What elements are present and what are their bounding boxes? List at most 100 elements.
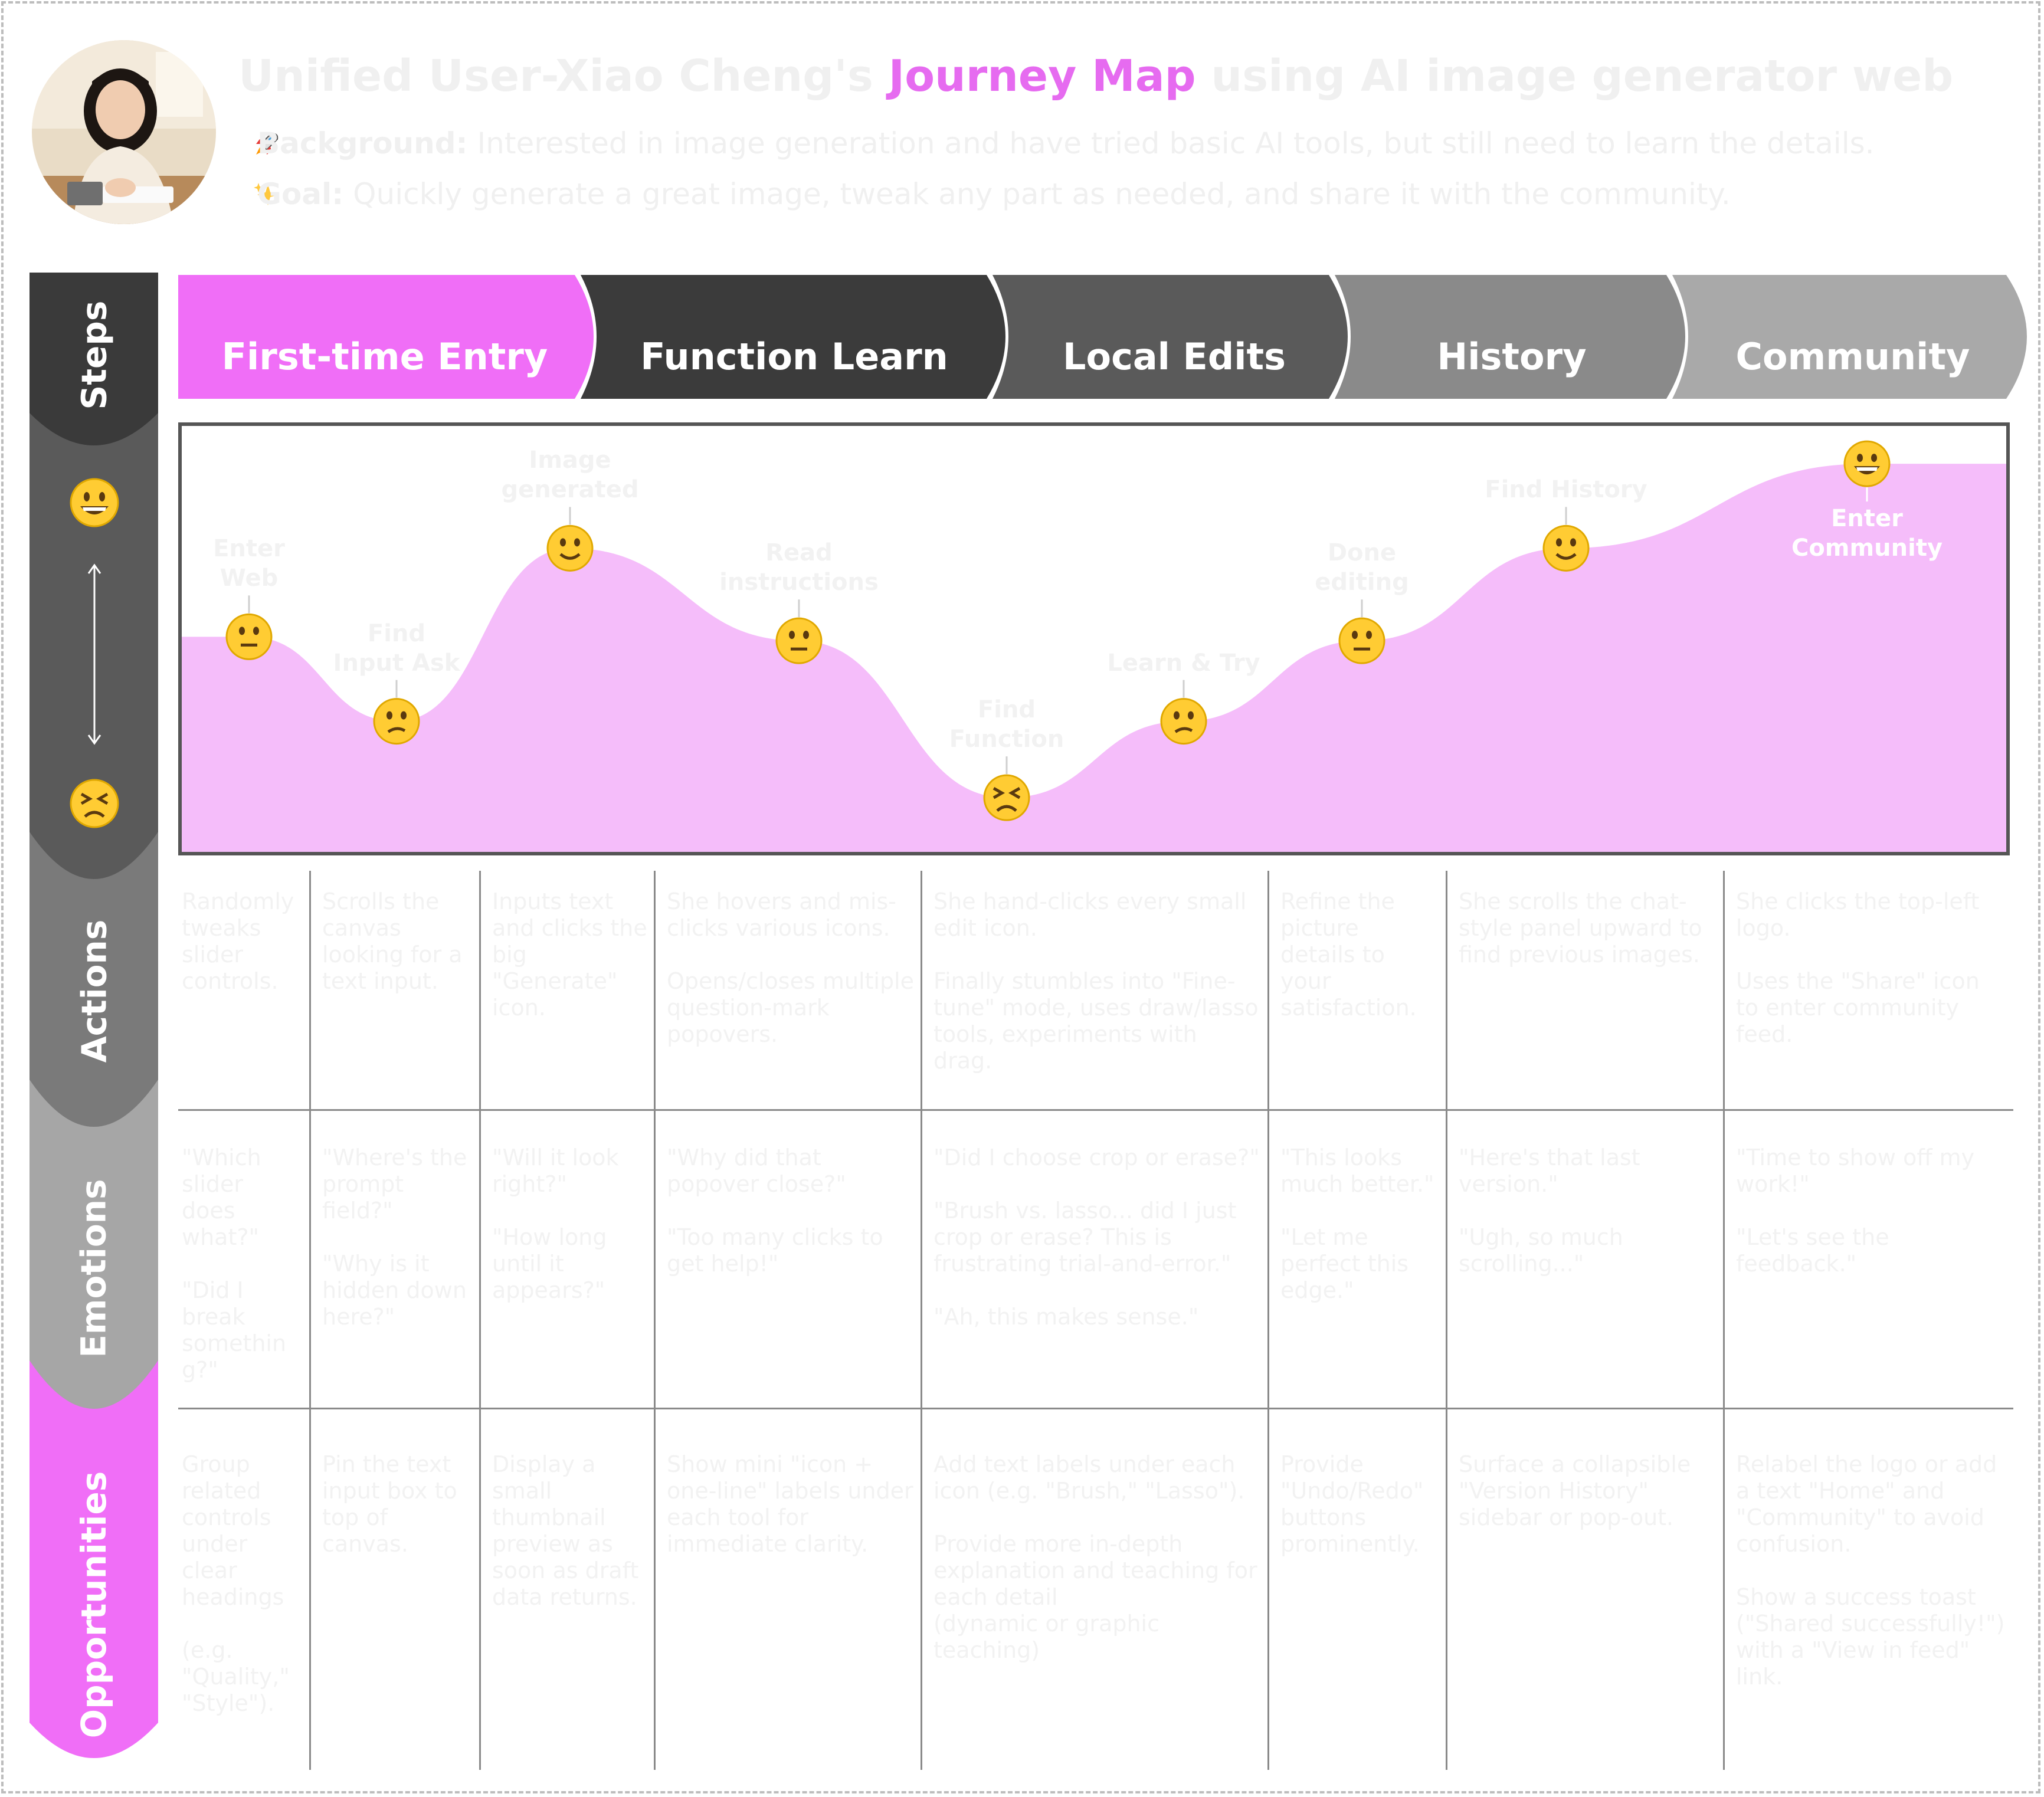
- emotion-scale: [70, 478, 119, 828]
- step-local-edits: Local Edits: [1062, 335, 1286, 378]
- cell-paragraph: "Will it look right?": [492, 1145, 626, 1197]
- cell-paragraph: Pin the text input box to top of canvas.: [322, 1451, 464, 1557]
- band-actions: Actions: [30, 867, 158, 1115]
- goal-label: Goal:: [257, 177, 344, 211]
- rocket-icon: [254, 131, 280, 157]
- row-divider-1: [178, 1109, 2013, 1111]
- cell-paragraph: Group related controls under clear headi…: [182, 1451, 284, 1610]
- band-emotions-label: Emotions: [74, 1179, 114, 1358]
- cell-paragraph: She clicks the top-left logo.: [1736, 888, 1987, 941]
- grinning-face-icon: [1843, 440, 1891, 487]
- cell-paragraph: (e.g. "Quality," "Style").: [182, 1637, 297, 1716]
- emotion-point-label: Read instructions: [719, 539, 879, 596]
- frustrated-face-icon: [70, 779, 119, 828]
- title-prefix: Unified User-Xiao Cheng's: [238, 51, 873, 101]
- frustrated-face-icon: [983, 774, 1030, 821]
- emotion-cell: "Did I choose crop or erase?" "Brush vs. …: [933, 1145, 1262, 1398]
- cell-paragraph: "Time to show off my work!": [1736, 1145, 1982, 1197]
- background-text: Interested in image generation and have …: [477, 126, 1875, 160]
- step-function-learn: Function Learn: [640, 335, 948, 378]
- emotion-point-label: Done editing: [1315, 539, 1409, 596]
- emotion-chart: [178, 422, 2010, 855]
- action-cell: Scrolls the canvas looking for a text in…: [322, 888, 473, 1101]
- cell-paragraph: Provide "Undo/Redo" buttons prominently.: [1280, 1451, 1431, 1557]
- persona-background: Background: Interested in image generati…: [257, 126, 1875, 160]
- action-cell: She clicks the top-left logo. Uses the "S…: [1736, 888, 2007, 1101]
- column-divider: [309, 871, 311, 1770]
- cell-paragraph: Randomly tweaks slider controls.: [182, 888, 302, 994]
- opportunitie-cell: Add text labels under each icon (e.g. "B…: [933, 1451, 1262, 1770]
- cell-paragraph: Provide more in-depth explanation and te…: [933, 1531, 1257, 1663]
- confused-face-icon: [373, 698, 420, 745]
- column-divider: [654, 871, 656, 1770]
- cell-paragraph: Show mini "icon + one-line" labels under…: [667, 1451, 913, 1557]
- band-opportunities-label: Opportunities: [74, 1471, 114, 1739]
- cell-paragraph: "Which slider does what?": [182, 1145, 268, 1250]
- step-community: Community: [1735, 335, 1970, 378]
- step-shape-community: [1672, 275, 2027, 399]
- cell-paragraph: "Did I choose crop or erase?": [933, 1145, 1260, 1170]
- action-cell: Randomly tweaks slider controls.: [182, 888, 303, 1101]
- scale-arrow-up: [87, 563, 101, 574]
- title-suffix: using AI image generator web: [1211, 51, 1954, 101]
- persona-goal: Goal: Quickly generate a great image, tw…: [257, 177, 1731, 211]
- background-label: Background:: [257, 126, 468, 160]
- step-first-time-entry: First-time Entry: [221, 335, 548, 378]
- emotion-point-label: Image generated: [501, 447, 639, 504]
- emotion-point-label: Find Input Ask: [333, 619, 460, 677]
- cell-paragraph: "Why did that popover close?": [667, 1145, 846, 1197]
- cell-paragraph: "Let's see the feedback.": [1736, 1224, 1896, 1277]
- steps-bar: [178, 275, 2027, 399]
- cell-paragraph: "Did I break somethin g?": [182, 1277, 294, 1383]
- action-cell: She hovers and mis-clicks various icons.…: [667, 888, 915, 1101]
- cell-paragraph: Scrolls the canvas looking for a text in…: [322, 888, 470, 994]
- action-cell: Refine the picture details to your satis…: [1280, 888, 1440, 1101]
- cell-paragraph: Refine the picture details to your satis…: [1280, 888, 1417, 1021]
- happy-face-icon: [546, 524, 594, 572]
- cell-paragraph: "How long until it appears?": [492, 1224, 614, 1303]
- emotion-cell: "Where's the prompt field?" "Why is it hi…: [322, 1145, 473, 1398]
- cell-paragraph: "Too many clicks to get help!": [667, 1224, 890, 1277]
- emotion-point-label: Find Function: [949, 696, 1064, 753]
- cell-paragraph: Relabel the logo or add a text "Home" an…: [1736, 1451, 2004, 1557]
- cell-paragraph: She hand-clicks every small edit icon.: [933, 888, 1254, 941]
- emotion-cell: "Will it look right?" "How long until it …: [492, 1145, 648, 1398]
- cell-paragraph: "Ugh, so much scrolling...": [1459, 1224, 1630, 1277]
- confused-face-icon: [1160, 698, 1207, 745]
- opportunitie-cell: Provide "Undo/Redo" buttons prominently.: [1280, 1451, 1440, 1770]
- cell-paragraph: She hovers and mis-clicks various icons.: [667, 888, 897, 941]
- column-divider: [1723, 871, 1725, 1770]
- neutral-face-icon: [775, 617, 823, 664]
- cell-paragraph: Add text labels under each icon (e.g. "B…: [933, 1451, 1245, 1504]
- cell-paragraph: Inputs text and clicks the big "Generate…: [492, 888, 647, 1021]
- opportunitie-cell: Relabel the logo or add a text "Home" an…: [1736, 1451, 2007, 1770]
- cell-paragraph: Opens/closes multiple question-mark popo…: [667, 968, 915, 1047]
- cell-paragraph: "Let me perfect this edge.": [1280, 1224, 1416, 1303]
- action-cell: Inputs text and clicks the big "Generate…: [492, 888, 648, 1101]
- cell-paragraph: She scrolls the chat-style panel upward …: [1459, 888, 1709, 968]
- column-divider: [921, 871, 922, 1770]
- step-shape-local-edits: [992, 275, 1348, 399]
- emotion-point-label: Find History: [1485, 476, 1647, 504]
- column-divider: [479, 871, 481, 1770]
- happy-face-icon: [1542, 524, 1590, 572]
- cell-paragraph: "This looks much better.": [1280, 1145, 1434, 1197]
- cell-paragraph: Display a small thumbnail preview as soo…: [492, 1451, 646, 1610]
- emotion-cell: "Which slider does what?" "Did I break so…: [182, 1145, 303, 1398]
- cell-paragraph: Uses the "Share" icon to enter community…: [1736, 968, 1987, 1047]
- emotion-point-label: Learn & Try: [1107, 649, 1260, 677]
- emotion-curve-svg: [182, 440, 2006, 852]
- cell-paragraph: "Ah, this makes sense.": [933, 1304, 1199, 1330]
- action-cell: She scrolls the chat-style panel upward …: [1459, 888, 1717, 1101]
- step-shape-first-time-entry: [178, 275, 594, 399]
- row-divider-2: [178, 1408, 2013, 1409]
- band-emotions: Emotions: [30, 1121, 158, 1416]
- cell-paragraph: "Why is it hidden down here?": [322, 1251, 473, 1330]
- goal-text: Quickly generate a great image, tweak an…: [353, 177, 1731, 211]
- cell-paragraph: "Brush vs. lasso... did I just crop or e…: [933, 1198, 1244, 1277]
- step-history: History: [1437, 335, 1587, 378]
- opportunitie-cell: Display a small thumbnail preview as soo…: [492, 1451, 648, 1770]
- emotion-cell: "Why did that popover close?" "Too many c…: [667, 1145, 915, 1398]
- opportunitie-cell: Show mini "icon + one-line" labels under…: [667, 1451, 915, 1770]
- scale-arrow-down: [87, 734, 101, 745]
